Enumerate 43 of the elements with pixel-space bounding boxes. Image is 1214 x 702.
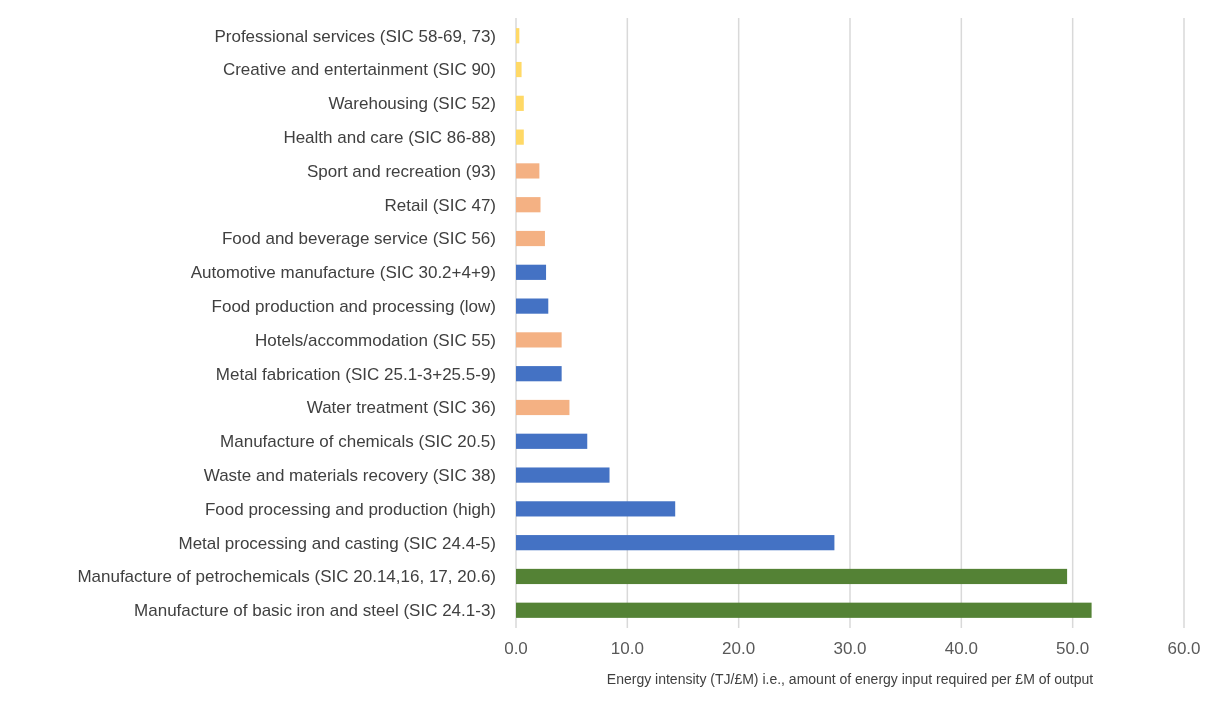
x-tick-label: 0.0 [504, 639, 528, 658]
y-tick-label: Metal fabrication (SIC 25.1-3+25.5-9) [215, 364, 496, 384]
y-tick-label: Health and care (SIC 86-88) [283, 128, 496, 148]
bar [516, 332, 562, 348]
y-tick-label: Waste and materials recovery (SIC 38) [203, 466, 496, 486]
bar [516, 399, 570, 416]
y-tick-label: Food and beverage service (SIC 56) [221, 229, 496, 249]
y-tick-label: Hotels/accommodation (SIC 55) [255, 330, 496, 350]
y-tick-label: Food production and processing (low) [211, 297, 496, 317]
x-axis-title: Energy intensity (TJ/£M) i.e., amount of energy input required per £M of output [606, 671, 1094, 687]
bar [516, 501, 676, 517]
x-tick-label: 40.0 [944, 639, 978, 658]
y-tick-label: Automotive manufacture (SIC 30.2+4+9) [190, 263, 496, 283]
x-tick-label: 10.0 [610, 639, 644, 658]
bar [516, 366, 562, 382]
bar [516, 163, 540, 179]
bar [516, 264, 547, 280]
bar [516, 61, 522, 78]
y-tick-label: Metal processing and casting (SIC 24.4-5) [178, 533, 496, 553]
bar [516, 197, 541, 213]
y-tick-label: Creative and entertainment (SIC 90) [222, 60, 496, 80]
x-tick-label: 60.0 [1167, 639, 1201, 658]
y-tick-label: Manufacture of petrochemicals (SIC 20.14,16, 17, 20.6) [77, 567, 496, 587]
x-tick-label: 30.0 [833, 639, 867, 658]
x-tick-label: 20.0 [722, 639, 756, 658]
bar [516, 298, 549, 314]
y-tick-label: Sport and recreation (93) [307, 161, 496, 181]
y-tick-label: Manufacture of basic iron and steel (SIC 24.1-3) [134, 601, 496, 621]
bar [516, 95, 524, 111]
y-tick-label: Water treatment (SIC 36) [306, 398, 496, 418]
bar [516, 230, 545, 247]
bar [516, 535, 835, 551]
bar [516, 602, 1092, 618]
bar [516, 568, 1068, 585]
bar [516, 467, 610, 483]
x-tick-label: 50.0 [1056, 639, 1090, 658]
bar [516, 433, 588, 449]
bar [516, 129, 524, 145]
y-tick-label: Food processing and production (high) [204, 499, 496, 519]
y-tick-label: Manufacture of chemicals (SIC 20.5) [220, 432, 496, 452]
y-tick-label: Retail (SIC 47) [384, 195, 496, 215]
y-tick-label: Warehousing (SIC 52) [328, 94, 496, 114]
y-tick-label: Professional services (SIC 58-69, 73) [214, 26, 496, 46]
